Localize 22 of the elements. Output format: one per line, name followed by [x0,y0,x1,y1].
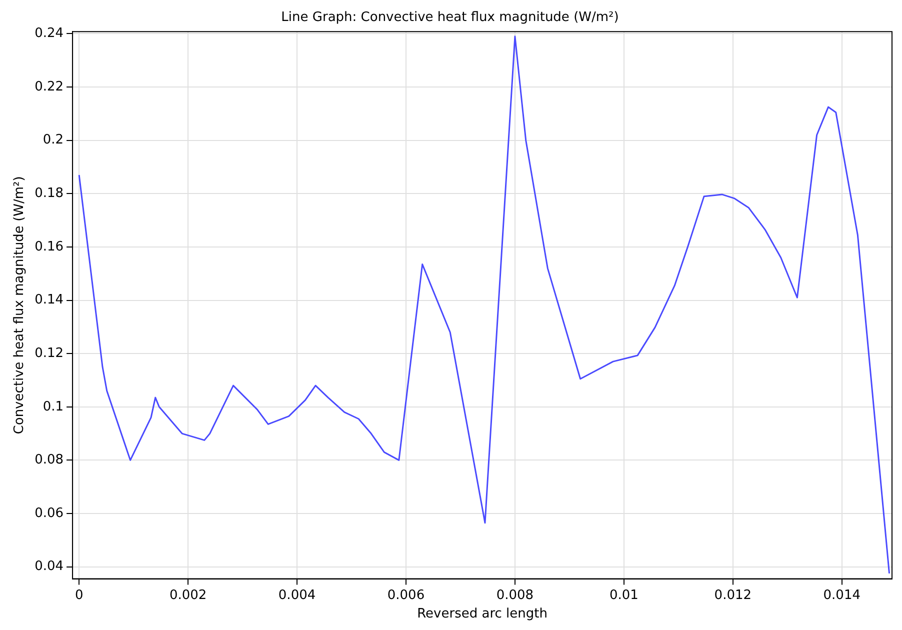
x-tick-label: 0.01 [609,588,638,603]
y-tick-label: 0.2 [42,132,64,148]
x-axis-title: Reversed arc length [417,606,548,622]
x-tick-label: 0 [74,588,84,603]
y-tick-label: 0.12 [34,346,64,361]
y-axis-title: Convective heat flux magnitude (W/m²) [12,176,28,434]
y-tick-label: 0.18 [34,186,64,202]
y-tick-label: 0.1 [42,399,64,414]
y-tick-label: 0.06 [34,506,64,521]
x-tick-label: 0.012 [714,588,752,603]
y-tick-label: 0.04 [34,559,64,574]
x-tick-label: 0.008 [496,588,534,603]
x-tick-label: 0.002 [169,588,207,603]
y-tick-label: 0.14 [34,292,64,308]
chart-title: Line Graph: Convective heat flux magnitude (W/m²) [281,10,619,26]
y-tick-label: 0.22 [34,79,64,94]
y-tick-label: 0.16 [34,239,64,254]
x-tick-label: 0.006 [387,588,425,603]
x-tick-label: 0.004 [278,588,316,603]
y-tick-label: 0.24 [34,26,64,42]
y-tick-label: 0.08 [34,452,64,468]
x-tick-label: 0.014 [823,588,860,603]
